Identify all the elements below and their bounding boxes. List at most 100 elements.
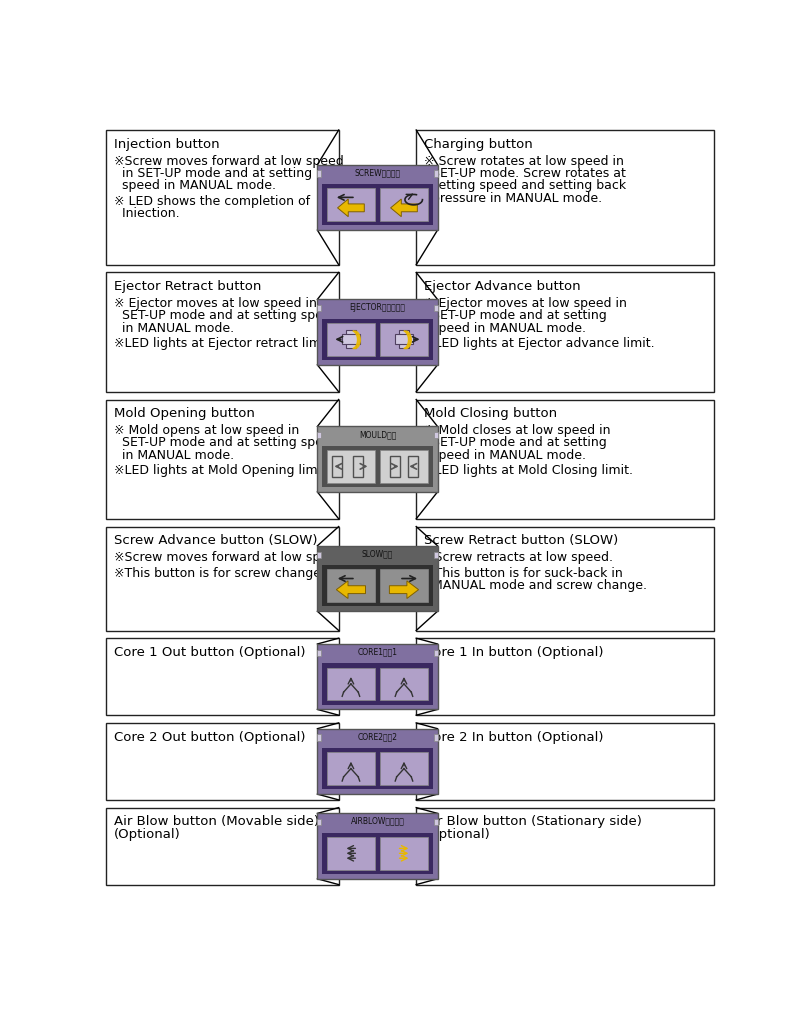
Text: Ejector Retract button: Ejector Retract button [114, 280, 262, 293]
Text: speed in MANUAL mode.: speed in MANUAL mode. [424, 322, 586, 334]
Bar [380, 450, 428, 483]
Bar [322, 565, 433, 607]
Bar [333, 456, 342, 477]
Bar [322, 446, 433, 487]
Text: ※LED lights at Mold Closing limit.: ※LED lights at Mold Closing limit. [424, 464, 633, 477]
Text: in SET-UP mode and at setting: in SET-UP mode and at setting [114, 167, 312, 180]
Text: in MANUAL mode.: in MANUAL mode. [114, 322, 234, 334]
Text: Mold Opening button: Mold Opening button [114, 408, 255, 420]
Text: Core 1 Out button (Optional): Core 1 Out button (Optional) [114, 646, 306, 658]
Text: SCREWスクリュ: SCREWスクリュ [354, 168, 401, 178]
Text: ※ Ejector moves at low speed in: ※ Ejector moves at low speed in [424, 297, 627, 310]
Text: speed in MANUAL mode.: speed in MANUAL mode. [424, 449, 586, 461]
Bar [318, 729, 438, 795]
Bar [106, 130, 338, 265]
Bar [434, 551, 438, 557]
Bar [326, 323, 375, 356]
Text: ※LED lights at Ejector retract limit.: ※LED lights at Ejector retract limit. [114, 337, 334, 350]
Bar [106, 526, 338, 631]
Text: SET-UP mode and at setting: SET-UP mode and at setting [424, 310, 606, 322]
Text: Screw Retract button (SLOW): Screw Retract button (SLOW) [424, 535, 618, 547]
Bar [318, 546, 438, 611]
Text: SET-UP mode and at setting speed: SET-UP mode and at setting speed [114, 437, 338, 450]
Bar [106, 638, 338, 715]
Bar [434, 432, 438, 439]
Bar [318, 735, 322, 741]
Bar [318, 813, 438, 879]
Bar [318, 305, 322, 312]
Bar [434, 735, 438, 741]
Bar [106, 808, 338, 884]
Bar [322, 319, 433, 360]
Polygon shape [390, 199, 418, 217]
Bar [318, 170, 322, 176]
Bar [322, 748, 433, 789]
Bar [434, 650, 438, 656]
Bar [380, 570, 428, 602]
Text: ※ Screw rotates at low speed in: ※ Screw rotates at low speed in [424, 155, 624, 167]
Bar [416, 722, 714, 800]
Text: SLOW低速: SLOW低速 [362, 549, 393, 558]
Bar [318, 551, 322, 557]
Text: Iniection.: Iniection. [114, 207, 179, 220]
Bar [416, 526, 714, 631]
Text: Injection button: Injection button [114, 137, 219, 151]
Text: Air Blow button (Movable side): Air Blow button (Movable side) [114, 815, 319, 829]
Bar [380, 323, 428, 356]
Text: Charging button: Charging button [424, 137, 533, 151]
Bar [346, 330, 356, 349]
Bar [416, 638, 714, 715]
Bar [318, 644, 438, 709]
Text: SET-UP mode and at setting speed: SET-UP mode and at setting speed [114, 310, 338, 322]
Text: Core 1 In button (Optional): Core 1 In button (Optional) [424, 646, 603, 658]
Text: ※This button is for screw change.: ※This button is for screw change. [114, 567, 325, 580]
Bar [318, 819, 322, 826]
Text: CORE2中子2: CORE2中子2 [358, 732, 398, 741]
Bar [416, 130, 714, 265]
Bar [380, 837, 428, 870]
Text: Mold Closing button: Mold Closing button [424, 408, 557, 420]
Bar [322, 833, 433, 874]
Text: SET-UP mode. Screw rotates at: SET-UP mode. Screw rotates at [424, 167, 626, 180]
Bar [434, 170, 438, 176]
Bar [380, 752, 428, 785]
Bar [318, 426, 438, 492]
Text: SET-UP mode and at setting: SET-UP mode and at setting [424, 437, 606, 450]
Text: ※Screw retracts at low speed.: ※Screw retracts at low speed. [424, 551, 613, 565]
Text: setting speed and setting back: setting speed and setting back [424, 180, 626, 192]
Bar [322, 664, 433, 705]
Bar [354, 456, 363, 477]
Text: in MANUAL mode.: in MANUAL mode. [114, 449, 234, 461]
Text: ※ LED shows the completion of: ※ LED shows the completion of [114, 195, 310, 207]
Bar [395, 334, 413, 344]
Bar [416, 272, 714, 392]
Bar [318, 299, 438, 365]
Bar [326, 752, 375, 785]
Text: CORE1中子1: CORE1中子1 [358, 647, 398, 656]
Bar [318, 650, 322, 656]
Polygon shape [336, 581, 366, 599]
Polygon shape [390, 581, 418, 599]
Bar [326, 570, 375, 602]
Text: Ejector Advance button: Ejector Advance button [424, 280, 581, 293]
Text: Air Blow button (Stationary side): Air Blow button (Stationary side) [424, 815, 642, 829]
Text: pressure in MANUAL mode.: pressure in MANUAL mode. [424, 192, 602, 204]
Bar [326, 837, 375, 870]
Text: ※LED lights at Ejector advance limit.: ※LED lights at Ejector advance limit. [424, 337, 654, 350]
Bar [326, 668, 375, 701]
Bar [106, 399, 338, 519]
Text: (Optional): (Optional) [424, 828, 490, 841]
Bar [434, 819, 438, 826]
Text: MOULDダイ: MOULDダイ [358, 430, 396, 439]
Bar [318, 165, 438, 230]
Text: MANUAL mode and screw change.: MANUAL mode and screw change. [424, 579, 647, 592]
Text: speed in MANUAL mode.: speed in MANUAL mode. [114, 180, 276, 192]
Bar [342, 334, 360, 344]
Bar [408, 456, 418, 477]
Bar [326, 450, 375, 483]
Bar [318, 432, 322, 439]
Bar [416, 808, 714, 884]
Text: ※ Ejector moves at low speed in: ※ Ejector moves at low speed in [114, 297, 317, 310]
Text: ※ Mold opens at low speed in: ※ Mold opens at low speed in [114, 424, 299, 438]
Text: ※Screw moves forward at low speed: ※Screw moves forward at low speed [114, 155, 344, 167]
